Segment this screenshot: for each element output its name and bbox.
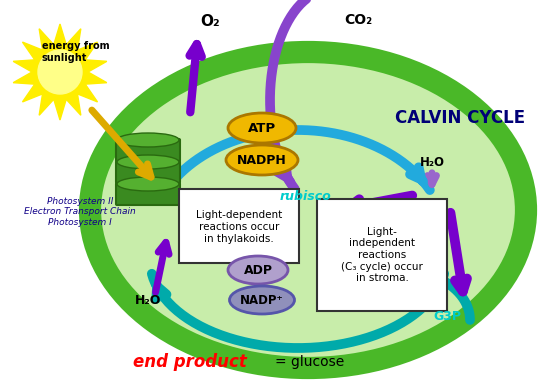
- Ellipse shape: [229, 286, 294, 314]
- Text: O₂: O₂: [200, 15, 220, 30]
- Text: H₂O: H₂O: [420, 156, 444, 169]
- Ellipse shape: [90, 52, 526, 368]
- Text: NADPH: NADPH: [237, 154, 287, 167]
- Ellipse shape: [82, 44, 534, 376]
- Text: = glucose: = glucose: [276, 355, 345, 369]
- Text: H₂O: H₂O: [135, 293, 161, 306]
- FancyBboxPatch shape: [317, 199, 447, 311]
- Text: CO₂: CO₂: [344, 13, 372, 27]
- Text: ATP: ATP: [248, 121, 276, 134]
- Ellipse shape: [117, 155, 179, 169]
- Text: CALVIN CYCLE: CALVIN CYCLE: [395, 109, 525, 127]
- Circle shape: [38, 50, 82, 94]
- Text: Light-
independent
reactions
(C₃ cycle) occur
in stroma.: Light- independent reactions (C₃ cycle) …: [341, 227, 423, 283]
- Ellipse shape: [228, 113, 296, 143]
- Ellipse shape: [117, 177, 179, 191]
- Text: G3P: G3P: [433, 310, 461, 323]
- FancyBboxPatch shape: [116, 161, 180, 183]
- Text: ADP: ADP: [244, 263, 272, 276]
- Ellipse shape: [228, 256, 288, 284]
- Text: rubisco: rubisco: [279, 190, 331, 204]
- FancyBboxPatch shape: [179, 189, 299, 263]
- Text: energy from
sunlight: energy from sunlight: [42, 41, 109, 63]
- Text: NADP⁺: NADP⁺: [240, 293, 284, 306]
- Ellipse shape: [226, 145, 298, 175]
- Text: Light-dependent
reactions occur
in thylakoids.: Light-dependent reactions occur in thyla…: [196, 210, 282, 243]
- Text: end product: end product: [133, 353, 247, 371]
- FancyBboxPatch shape: [116, 183, 180, 205]
- Ellipse shape: [117, 133, 179, 147]
- Text: Photosystem II
Electron Transport Chain
Photosystem I: Photosystem II Electron Transport Chain …: [24, 197, 136, 227]
- FancyBboxPatch shape: [116, 139, 180, 161]
- Polygon shape: [13, 24, 107, 120]
